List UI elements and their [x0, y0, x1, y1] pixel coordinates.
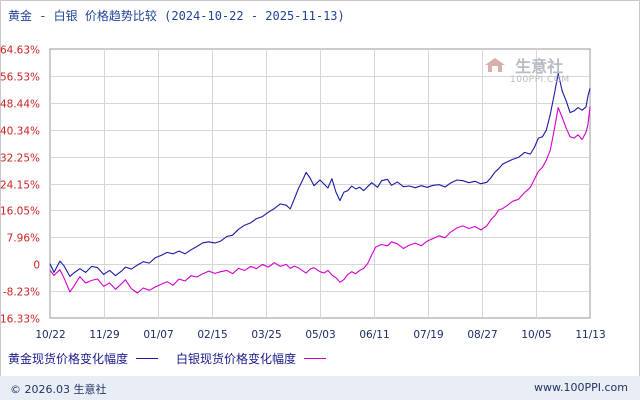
y-tick-label: 16.05%	[0, 206, 40, 218]
house-logo-icon	[485, 58, 505, 72]
x-tick-label: 10/05	[521, 329, 551, 341]
legend-label-gold: 黄金现货价格变化幅度	[8, 352, 129, 366]
x-tick-label: 03/25	[251, 329, 281, 341]
chart-title: 黄金 - 白银 价格趋势比较 (2024-10-22 - 2025-11-13)	[8, 9, 345, 23]
y-tick-label: 24.15%	[0, 180, 40, 192]
x-tick-label: 11/29	[89, 329, 119, 341]
y-tick-label: 32.25%	[0, 153, 40, 165]
x-tick-label: 11/13	[575, 329, 605, 341]
grid-layer	[49, 48, 591, 319]
y-tick-label: 40.34%	[0, 126, 40, 138]
footer-url[interactable]: www.100PPI.com	[534, 381, 628, 394]
axis-layer: 64.63% 56.53% 48.44% 40.34% 32.25% 24.15% 16.0…	[0, 45, 606, 342]
y-tick-label: 48.44%	[0, 99, 40, 111]
x-tick-label: 06/11	[359, 329, 389, 341]
y-tick-label: -16.33%	[0, 314, 40, 326]
y-tick-label: 64.63%	[0, 45, 40, 57]
y-tick-label: -8.23%	[3, 287, 40, 299]
series-layer	[49, 72, 591, 294]
watermark-name: 生意社	[515, 57, 564, 76]
y-tick-label: 7.96%	[7, 233, 40, 245]
x-tick-label: 05/03	[305, 329, 335, 341]
footer-copyright: © 2026.03 生意社	[10, 383, 107, 396]
y-tick-label: 0	[33, 260, 40, 272]
legend-swatch-silver	[304, 358, 327, 359]
legend: 黄金现货价格变化幅度 白银现货价格变化幅度	[8, 350, 344, 367]
watermark: 生意社 100PPI.COM	[484, 53, 570, 85]
series-line-silver	[49, 106, 591, 294]
x-tick-label: 01/07	[143, 329, 173, 341]
x-tick-label: 07/19	[413, 329, 443, 341]
legend-label-silver: 白银现货价格变化幅度	[176, 352, 297, 366]
legend-swatch-gold	[136, 358, 159, 359]
series-line-gold	[49, 72, 591, 277]
watermark-url: 100PPI.COM	[510, 75, 570, 85]
x-tick-label: 08/27	[467, 329, 497, 341]
y-tick-label: 56.53%	[0, 72, 40, 84]
x-tick-label: 02/15	[197, 329, 227, 341]
footer-bar: © 2026.03 生意社 www.100PPI.com	[0, 376, 640, 400]
x-tick-label: 10/22	[35, 329, 65, 341]
